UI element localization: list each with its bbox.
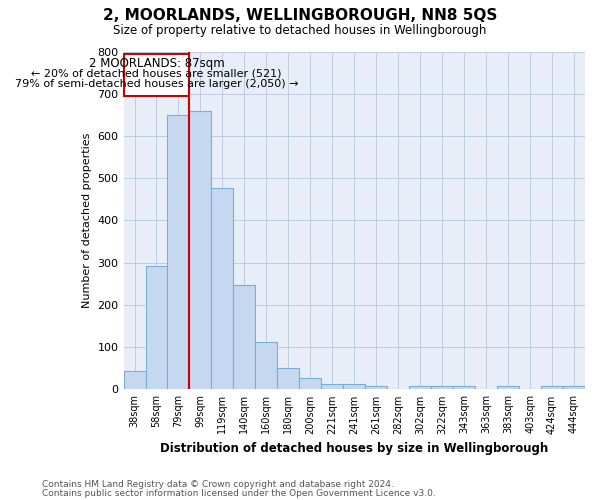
Text: Contains public sector information licensed under the Open Government Licence v3: Contains public sector information licen… [42,488,436,498]
Bar [453,386,475,390]
Bar [299,378,322,390]
Bar [343,384,365,390]
Y-axis label: Number of detached properties: Number of detached properties [82,133,92,308]
Bar [322,384,343,390]
Bar [233,285,256,390]
Bar [277,368,299,390]
Text: 79% of semi-detached houses are larger (2,050) →: 79% of semi-detached houses are larger (… [15,78,298,88]
Text: Size of property relative to detached houses in Wellingborough: Size of property relative to detached ho… [113,24,487,37]
Text: 2 MOORLANDS: 87sqm: 2 MOORLANDS: 87sqm [89,57,224,70]
Bar [190,110,211,390]
Bar [211,188,233,390]
FancyBboxPatch shape [124,54,190,96]
Bar [431,386,453,390]
Bar [365,386,387,390]
Text: ← 20% of detached houses are smaller (521): ← 20% of detached houses are smaller (52… [31,68,282,78]
Text: Contains HM Land Registry data © Crown copyright and database right 2024.: Contains HM Land Registry data © Crown c… [42,480,394,489]
Bar [541,386,563,390]
Bar [256,342,277,390]
Bar [563,386,585,390]
Bar [167,115,190,390]
Text: 2, MOORLANDS, WELLINGBOROUGH, NN8 5QS: 2, MOORLANDS, WELLINGBOROUGH, NN8 5QS [103,8,497,22]
Bar [124,371,146,390]
X-axis label: Distribution of detached houses by size in Wellingborough: Distribution of detached houses by size … [160,442,548,455]
Bar [497,386,519,390]
Bar [409,386,431,390]
Bar [146,266,167,390]
